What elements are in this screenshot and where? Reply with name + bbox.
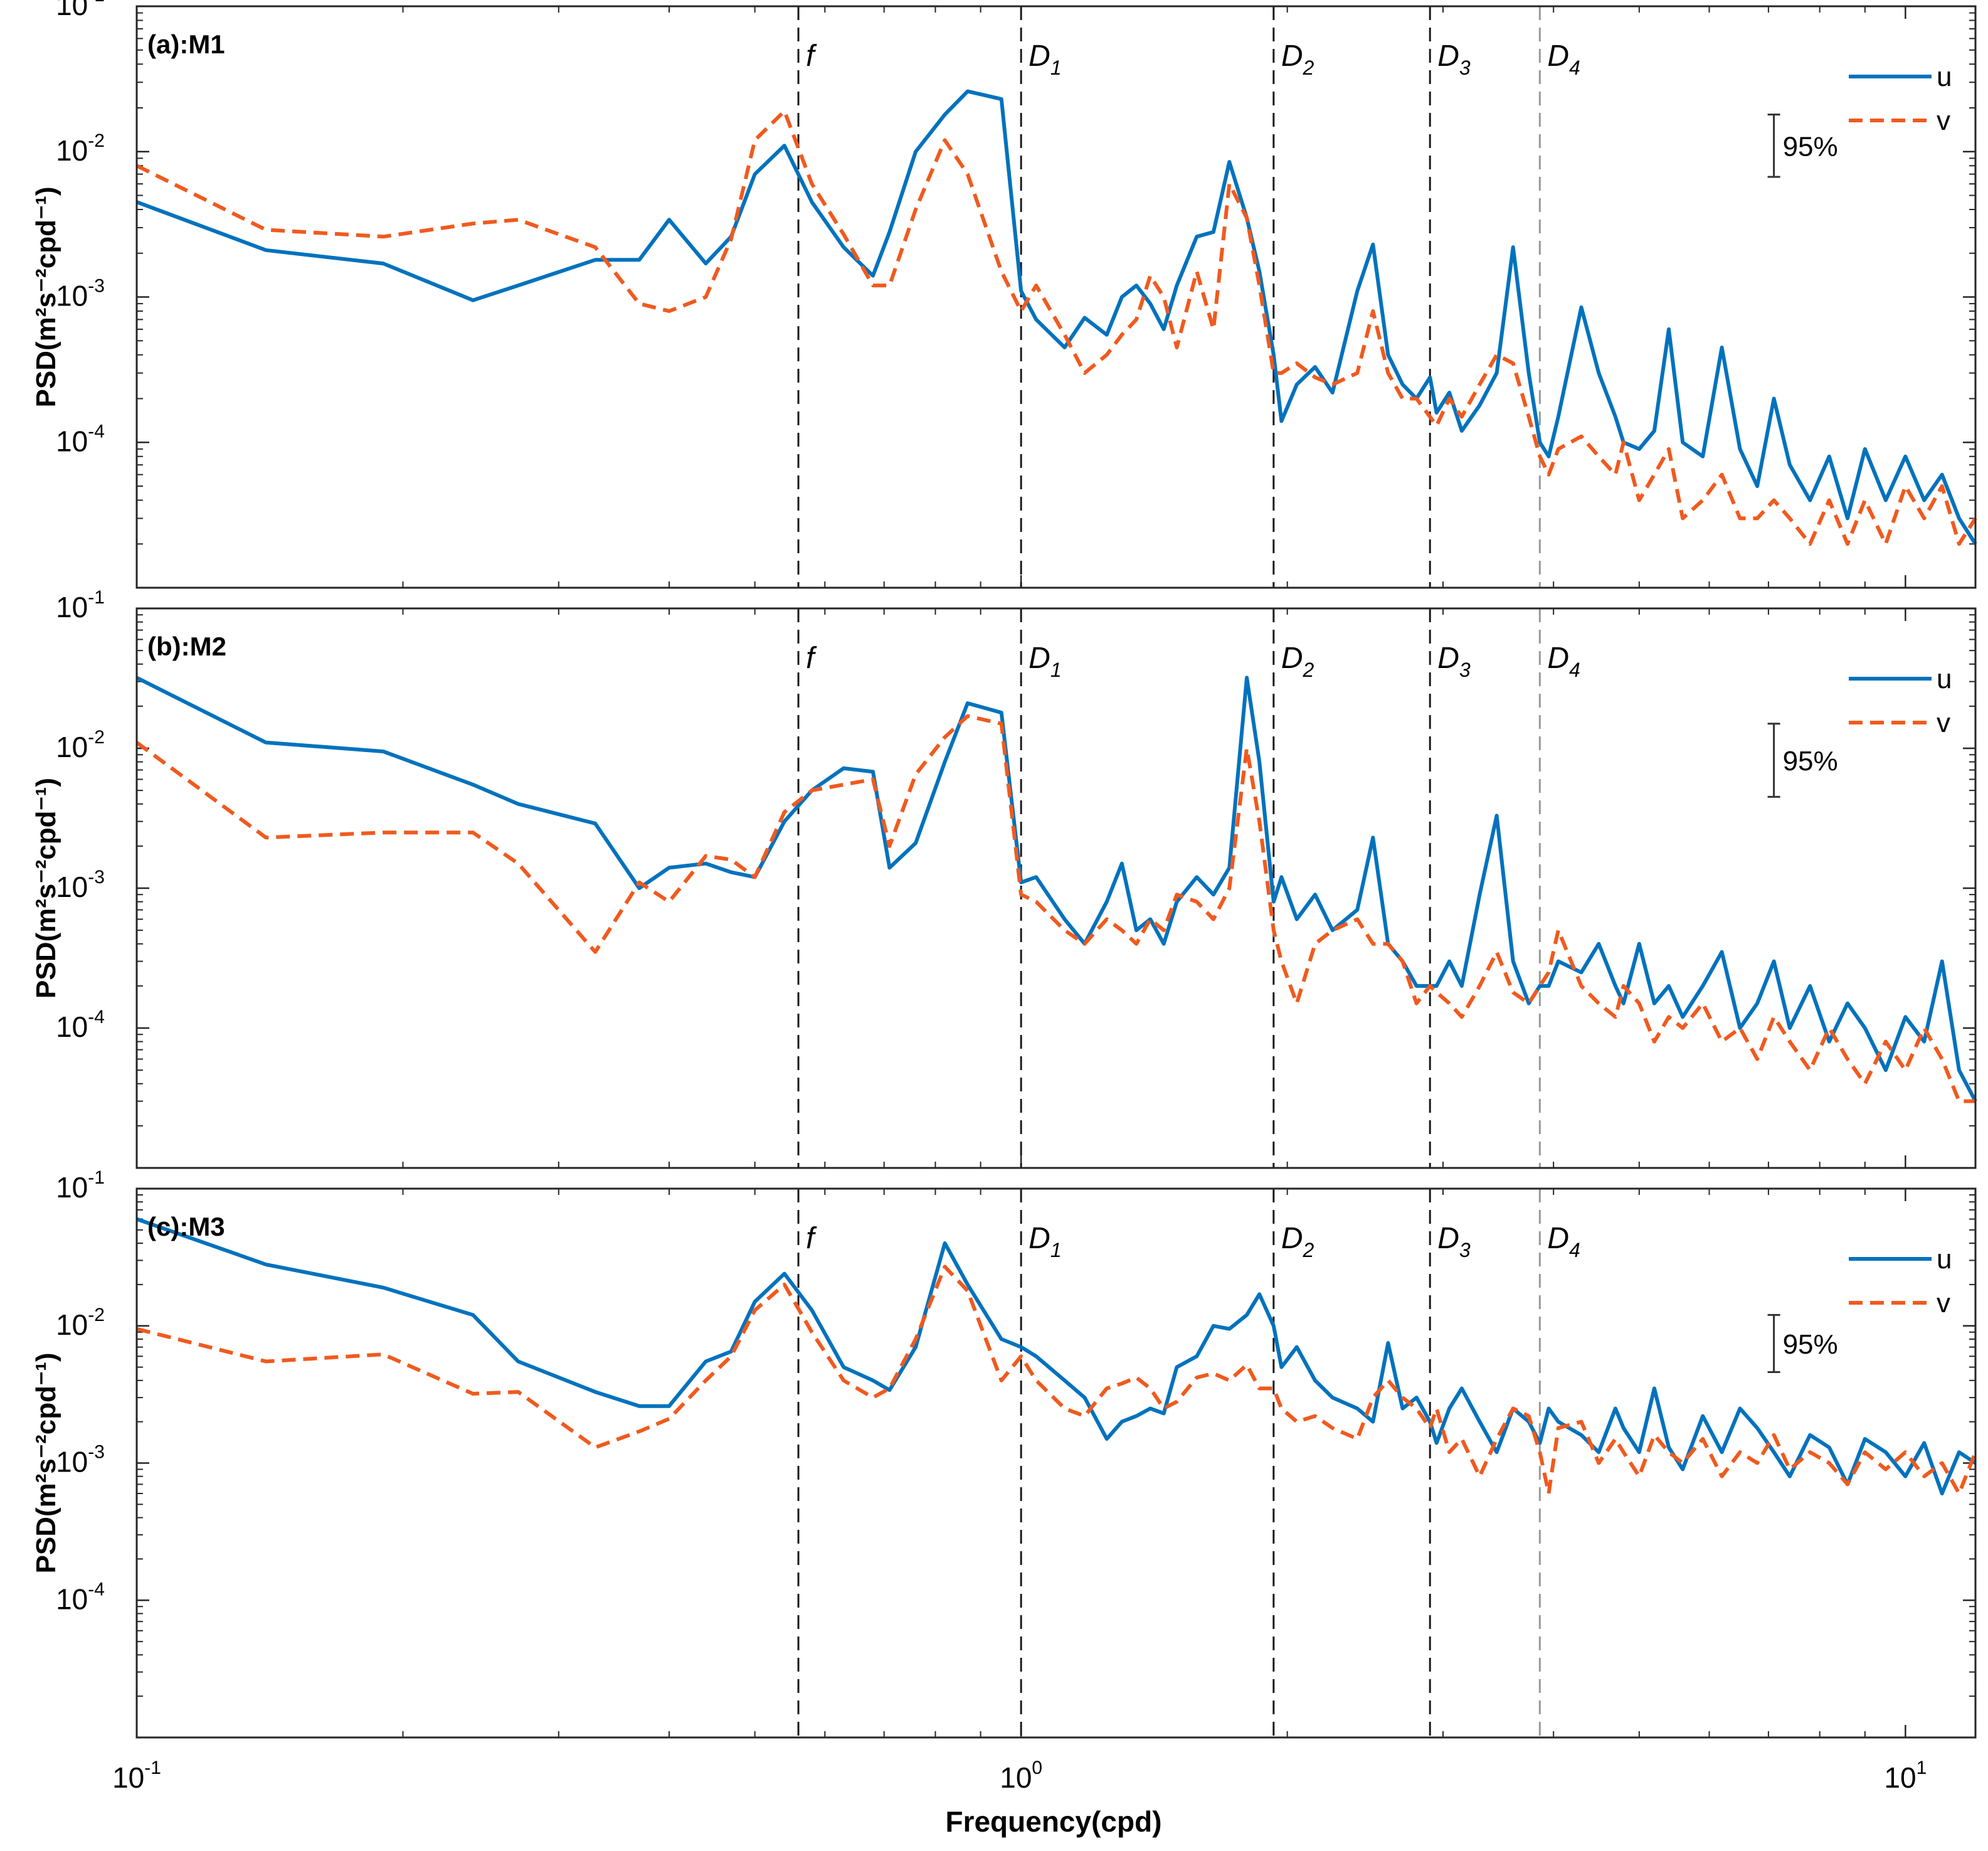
y-tick-exponent: -1 bbox=[88, 0, 105, 6]
y-tick-exponent: -2 bbox=[88, 130, 105, 151]
marker-label-d1: D1 bbox=[1028, 40, 1061, 79]
marker-subscript: 3 bbox=[1459, 1239, 1471, 1261]
panel-title: (b):M2 bbox=[147, 632, 226, 661]
x-tick-label: 100 bbox=[1000, 1758, 1042, 1794]
panel-2: 10-4 10-3 10-2 10-1 f D1 D2 D3 D4 95% uv (b):M2 PSD(… bbox=[31, 587, 1977, 1169]
marker-label-d2: D2 bbox=[1281, 1222, 1314, 1261]
y-axis-label: PSD(m²s⁻²cpd⁻¹) bbox=[31, 187, 61, 408]
series-line-v bbox=[136, 1265, 1977, 1495]
legend-label-u: u bbox=[1937, 1244, 1952, 1275]
y-axis-label: PSD(m²s⁻²cpd⁻¹) bbox=[31, 778, 61, 999]
x-tick-exponent: -1 bbox=[144, 1758, 161, 1778]
legend-label-v: v bbox=[1937, 708, 1950, 738]
x-tick-exponent: 1 bbox=[1917, 1758, 1927, 1778]
y-tick-label: 10-4 bbox=[56, 1579, 105, 1615]
y-tick-label: 10-3 bbox=[56, 867, 105, 903]
y-tick-label: 10-1 bbox=[56, 0, 105, 21]
y-tick-exponent: -2 bbox=[88, 727, 105, 748]
marker-label-d2: D2 bbox=[1281, 642, 1314, 681]
series-line-v bbox=[135, 714, 1975, 1103]
y-tick-exponent: -4 bbox=[88, 421, 105, 442]
plot-frame bbox=[135, 607, 1977, 1169]
confidence-label: 95% bbox=[1783, 746, 1838, 777]
series-line-v bbox=[135, 109, 1977, 546]
y-tick-label: 10-1 bbox=[56, 587, 105, 623]
marker-subscript: 4 bbox=[1569, 659, 1580, 681]
plot-frame bbox=[135, 1187, 1977, 1739]
x-tick-label: 101 bbox=[1884, 1758, 1927, 1794]
legend-label-v: v bbox=[1937, 1288, 1950, 1318]
marker-label-d4: D4 bbox=[1547, 1222, 1580, 1261]
marker-subscript: 4 bbox=[1569, 56, 1580, 79]
legend-label-v: v bbox=[1937, 105, 1950, 136]
marker-subscript: 1 bbox=[1050, 56, 1062, 79]
series-line-u bbox=[135, 89, 1977, 545]
y-tick-label: 10-1 bbox=[56, 1167, 105, 1204]
y-tick-exponent: -3 bbox=[88, 867, 105, 888]
marker-subscript: 1 bbox=[1050, 1239, 1062, 1261]
marker-label-d3: D3 bbox=[1437, 1222, 1471, 1261]
marker-label-d3: D3 bbox=[1437, 642, 1471, 681]
y-tick-exponent: -4 bbox=[88, 1579, 105, 1599]
marker-label-f: f bbox=[806, 1222, 817, 1255]
legend-label-u: u bbox=[1937, 61, 1952, 92]
marker-label-f: f bbox=[806, 40, 817, 73]
y-tick-label: 10-3 bbox=[56, 1442, 105, 1478]
y-tick-exponent: -3 bbox=[88, 1442, 105, 1463]
marker-subscript: 1 bbox=[1050, 659, 1062, 681]
marker-subscript: 3 bbox=[1459, 659, 1471, 681]
marker-subscript: 4 bbox=[1569, 1239, 1580, 1261]
marker-label-d2: D2 bbox=[1281, 40, 1314, 79]
marker-subscript: 2 bbox=[1303, 56, 1314, 79]
y-tick-exponent: -4 bbox=[88, 1007, 105, 1027]
marker-label-d1: D1 bbox=[1028, 642, 1061, 681]
y-tick-exponent: -1 bbox=[88, 1167, 105, 1188]
panel-3: 10-4 10-3 10-2 10-1 f D1 D2 D3 D4 95% uv (c):M3 PSD(… bbox=[31, 1167, 1977, 1739]
marker-label-d1: D1 bbox=[1028, 1222, 1061, 1261]
x-axis-label: Frequency(cpd) bbox=[945, 1805, 1161, 1838]
y-tick-label: 10-2 bbox=[56, 727, 105, 763]
marker-label-d4: D4 bbox=[1547, 642, 1580, 681]
y-tick-exponent: -3 bbox=[88, 276, 105, 297]
legend-label-u: u bbox=[1937, 664, 1952, 694]
y-tick-exponent: -1 bbox=[88, 587, 105, 608]
marker-label-f: f bbox=[806, 642, 817, 675]
series-line-u bbox=[135, 676, 1977, 1102]
y-axis-label: PSD(m²s⁻²cpd⁻¹) bbox=[31, 1353, 61, 1574]
marker-label-d4: D4 bbox=[1547, 40, 1580, 79]
series-line-u bbox=[136, 1217, 1977, 1495]
x-tick-label: 10-1 bbox=[112, 1758, 161, 1794]
y-tick-exponent: -2 bbox=[88, 1305, 105, 1325]
y-tick-label: 10-2 bbox=[56, 130, 105, 167]
y-tick-label: 10-2 bbox=[56, 1305, 105, 1341]
marker-label-d3: D3 bbox=[1437, 40, 1471, 79]
x-tick-exponent: 0 bbox=[1032, 1758, 1042, 1778]
marker-subscript: 2 bbox=[1303, 659, 1314, 681]
y-tick-label: 10-4 bbox=[56, 1007, 105, 1043]
panel-1: 10-4 10-3 10-2 10-1 f D1 D2 D3 D4 95% uv (a):M1 PSD(… bbox=[31, 0, 1977, 589]
y-tick-label: 10-4 bbox=[56, 421, 105, 457]
confidence-label: 95% bbox=[1783, 1329, 1838, 1360]
panel-title: (a):M1 bbox=[147, 29, 225, 59]
marker-subscript: 3 bbox=[1459, 56, 1471, 79]
confidence-label: 95% bbox=[1783, 131, 1838, 162]
marker-subscript: 2 bbox=[1303, 1239, 1314, 1261]
plot-frame bbox=[135, 5, 1977, 589]
panel-title: (c):M3 bbox=[147, 1212, 225, 1241]
y-tick-label: 10-3 bbox=[56, 276, 105, 312]
